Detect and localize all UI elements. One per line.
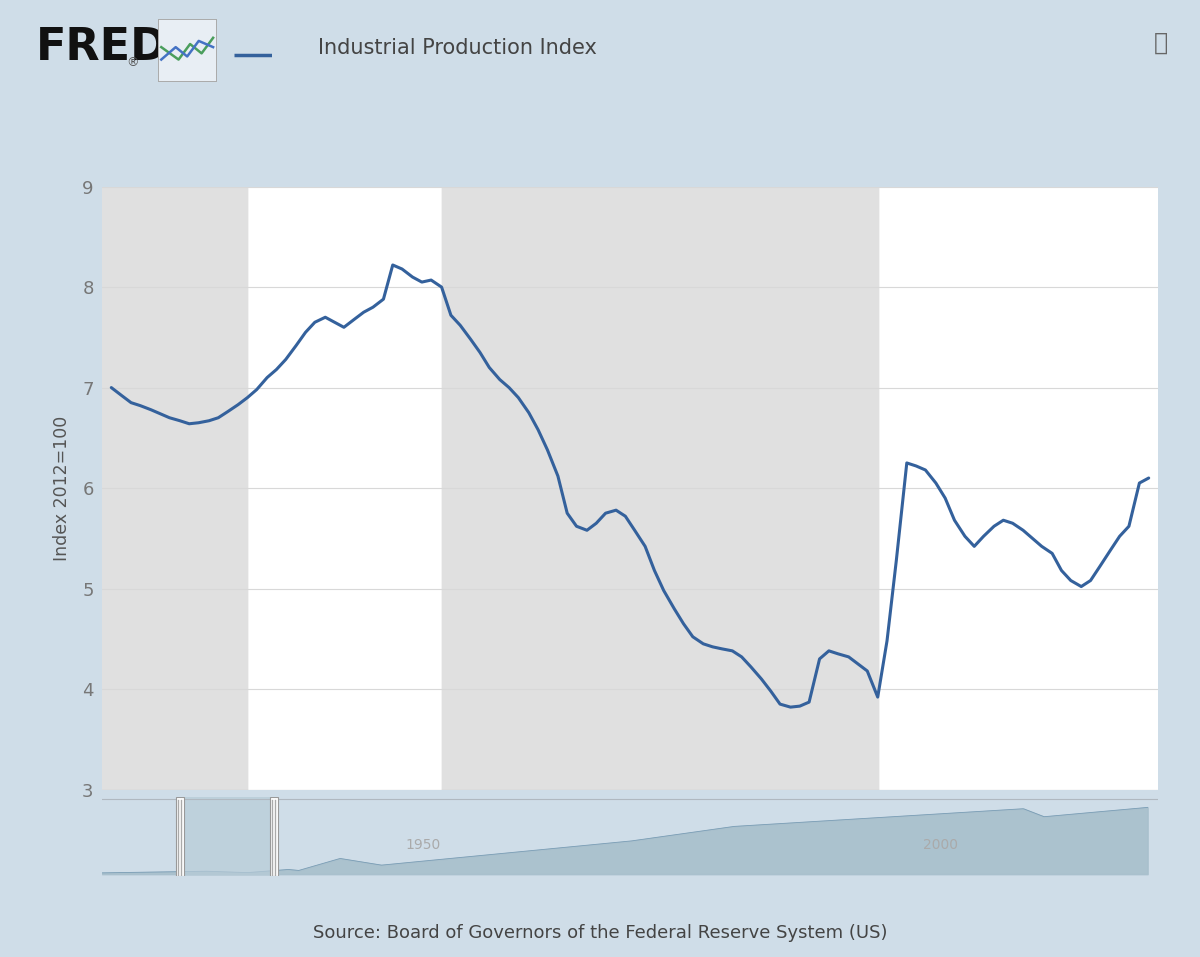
Bar bbox=[270, 797, 277, 876]
Text: ®: ® bbox=[126, 56, 138, 69]
Text: ⛶: ⛶ bbox=[1153, 31, 1168, 56]
Text: 2000: 2000 bbox=[923, 837, 958, 852]
Bar bbox=[102, 187, 247, 790]
Bar bbox=[442, 187, 877, 790]
Bar bbox=[175, 797, 184, 876]
Text: Source: Board of Governors of the Federal Reserve System (US): Source: Board of Governors of the Federa… bbox=[313, 924, 887, 942]
Y-axis label: Index 2012=100: Index 2012=100 bbox=[53, 415, 71, 561]
Text: 1950: 1950 bbox=[406, 837, 440, 852]
Bar bbox=[102, 187, 247, 790]
Text: Industrial Production Index: Industrial Production Index bbox=[318, 38, 596, 57]
Bar bbox=[180, 797, 274, 876]
Text: FRED: FRED bbox=[36, 27, 168, 69]
Bar bbox=[442, 187, 877, 790]
